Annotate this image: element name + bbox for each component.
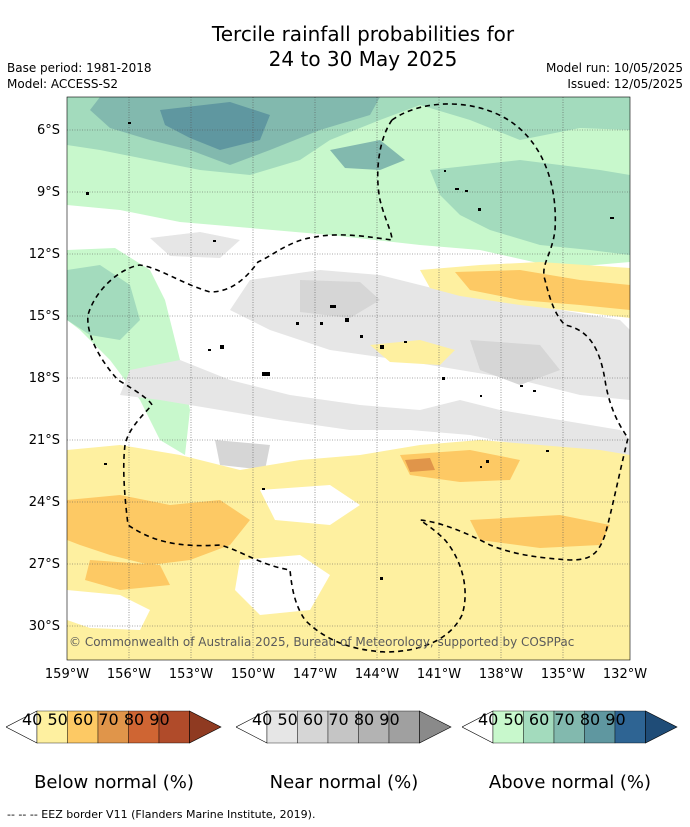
near-normal-50 [300, 280, 380, 318]
below-normal-south-50-d [85, 560, 170, 590]
lon-label-144w: 144°W [354, 667, 400, 682]
lat-label-6s: 6°S [36, 123, 60, 138]
below-normal-east-50 [455, 270, 630, 310]
near-normal-central [120, 360, 630, 470]
legend-below-upper-arrow [189, 710, 222, 744]
legend-near-swatch-40 [266, 710, 298, 744]
legend-below-ticks: 40 50 60 70 80 90 [22, 710, 170, 729]
near-normal-north [150, 232, 240, 258]
legend-tick: 80 [123, 710, 145, 729]
lat-label-27s: 27°S [28, 557, 60, 572]
legend-tick: 60 [528, 710, 550, 729]
legend-below-swatch-50 [67, 710, 99, 744]
base-period: Base period: 1981-2018 [7, 61, 152, 75]
legend-tick: 40 [478, 710, 499, 729]
lon-label-138w: 138°W [478, 667, 524, 682]
title-line-1: Tercile rainfall probabilities for [211, 22, 515, 46]
lat-label-9s: 9°S [36, 185, 60, 200]
legend-above-swatch-50 [523, 710, 555, 744]
copyright-notice: © Commonwealth of Australia 2025, Bureau… [69, 635, 575, 649]
legend-near-swatch-70 [358, 710, 390, 744]
lon-label-147w: 147°W [292, 667, 338, 682]
legend-near-swatch-50 [297, 710, 329, 744]
below-normal-se-60 [405, 458, 435, 472]
island-dots [86, 122, 614, 580]
eez-society [87, 119, 466, 653]
eez-borders [87, 103, 629, 653]
title-line-2: 24 to 30 May 2025 [268, 47, 458, 71]
near-normal-50-c [215, 440, 270, 470]
lat-label-12s: 12°S [28, 247, 60, 262]
legend-above-swatch-60 [553, 710, 585, 744]
legend-tick: 80 [579, 710, 601, 729]
legend-tick: 40 [22, 710, 43, 729]
lon-label-135w: 135°W [540, 667, 586, 682]
map-frame [66, 96, 631, 661]
legend-tick: 50 [47, 710, 68, 729]
legend-tick: 90 [379, 710, 400, 729]
above-normal-80 [160, 102, 270, 150]
legend-tick: 40 [252, 710, 273, 729]
legend-below-swatch-80 [158, 710, 190, 744]
legend-near-swatch-60 [327, 710, 359, 744]
legend-above-swatch-40 [492, 710, 524, 744]
legend-tick: 90 [605, 710, 626, 729]
legend-tick: 50 [503, 710, 524, 729]
lat-label-24s: 24°S [28, 495, 60, 510]
legend-tick: 80 [353, 710, 375, 729]
lon-label-132w: 132°W [602, 667, 648, 682]
legend-near-ticks: 40 50 60 70 80 90 [252, 710, 400, 729]
eez-footnote: -- -- -- EEZ border V11 (Flanders Marine… [7, 808, 316, 821]
legend-tick: 60 [72, 710, 94, 729]
legend-near-title: Near normal (%) [269, 772, 419, 793]
eez-marquesas [391, 103, 629, 561]
legend-near-swatch-80 [388, 710, 420, 744]
lon-label-153w: 153°W [168, 667, 214, 682]
below-normal-south-large [67, 440, 630, 660]
lat-label-18s: 18°S [28, 371, 60, 386]
legend-above-swatch-70 [584, 710, 616, 744]
legend-below-normal [6, 710, 222, 744]
near-normal-50-b [470, 340, 560, 385]
below-normal-mid [370, 340, 455, 365]
above-normal-60-east [430, 160, 630, 255]
meta-right: Model run: 10/05/2025 Issued: 12/05/2025 [546, 60, 683, 92]
meta-left: Base period: 1981-2018 Model: ACCESS-S2 [7, 60, 152, 92]
lon-label-159w: 159°W [44, 667, 90, 682]
white-patch-south [235, 555, 330, 615]
legend-tick: 50 [277, 710, 298, 729]
lat-label-30s: 30°S [28, 619, 60, 634]
lon-label-150w: 150°W [230, 667, 276, 682]
map-title: Tercile rainfall probabilities for 24 to… [0, 22, 690, 72]
issued-date: Issued: 12/05/2025 [567, 77, 683, 91]
lon-label-141w: 141°W [416, 667, 462, 682]
legend-above-title: Above normal (%) [488, 772, 652, 793]
above-normal-70-b [330, 140, 405, 170]
legend-near-upper-arrow [419, 710, 452, 744]
lat-label-15s: 15°S [28, 309, 60, 324]
lon-label-156w: 156°W [106, 667, 152, 682]
model-name: Model: ACCESS-S2 [7, 77, 119, 91]
lat-label-21s: 21°S [28, 433, 60, 448]
legend-tick: 70 [328, 710, 349, 729]
legend-below-swatch-40 [36, 710, 68, 744]
below-normal-south-50-c [470, 515, 610, 548]
legend-above-normal [462, 710, 678, 744]
legend-near-normal [236, 710, 452, 744]
legend-tick: 90 [149, 710, 170, 729]
legend-above-upper-arrow [645, 710, 678, 744]
white-patch-mid [260, 485, 360, 525]
legend-tick: 70 [554, 710, 575, 729]
legend-tick: 60 [302, 710, 324, 729]
above-normal-west-60 [67, 265, 140, 340]
model-run: Model run: 10/05/2025 [545, 61, 683, 75]
legend-below-title: Below normal (%) [34, 772, 194, 793]
below-normal-south-50 [67, 495, 250, 565]
legend-above-ticks: 40 50 60 70 80 90 [478, 710, 626, 729]
legend-below-swatch-70 [128, 710, 160, 744]
rainfall-map [66, 96, 631, 661]
legend-tick: 70 [98, 710, 119, 729]
legend-below-swatch-60 [97, 710, 129, 744]
